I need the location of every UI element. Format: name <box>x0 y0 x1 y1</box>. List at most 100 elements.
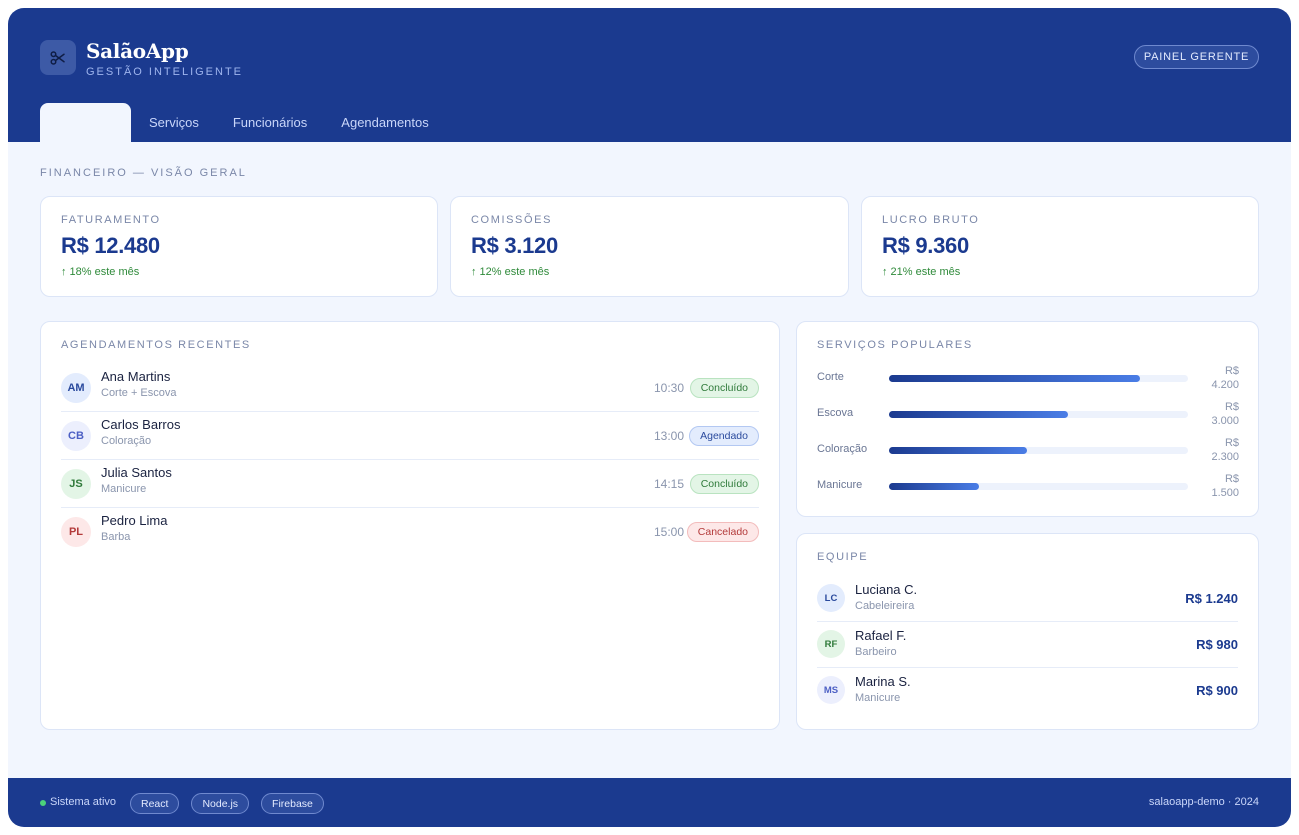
service-label: Escova <box>817 407 854 419</box>
status-badge: Agendado <box>689 426 759 446</box>
tech-stack: React Node.js Firebase <box>130 793 324 814</box>
service-bar-fill <box>889 411 1069 418</box>
service-bar-track <box>889 375 1188 382</box>
service-bar-row: Coloração R$ 2.300 <box>817 436 1239 466</box>
kpi-card-faturamento: FATURAMENTO R$ 12.480 ↑ 18% este mês <box>40 196 438 297</box>
kpi-delta: ↑ 21% este mês <box>882 266 961 278</box>
member-role: Cabeleireira <box>855 600 915 612</box>
member-role: Manicure <box>855 692 901 704</box>
team-list: LC Luciana C. Cabeleireira R$ 1.240 RF R… <box>817 576 1238 714</box>
member-commission: R$ 900 <box>1196 683 1238 698</box>
service-value: R$ 3.000 <box>1211 401 1239 427</box>
kpi-card-lucro-bruto: LUCRO BRUTO R$ 9.360 ↑ 21% este mês <box>861 196 1259 297</box>
kpi-label: FATURAMENTO <box>61 214 161 226</box>
service-bar-track <box>889 411 1188 418</box>
member-name: Luciana C. <box>855 582 918 597</box>
app-header: SalãoApp GESTÃO INTELIGENTE PAINEL GEREN… <box>8 8 1291 142</box>
service-name: Corte + Escova <box>101 387 177 399</box>
status-badge: Concluído <box>689 474 759 494</box>
service-value: R$ 4.200 <box>1211 365 1239 391</box>
kpi-label: LUCRO BRUTO <box>882 214 980 226</box>
service-bar-fill <box>889 447 1027 454</box>
avatar: LC <box>817 584 845 612</box>
client-name: Ana Martins <box>101 369 171 384</box>
scissors-icon <box>50 50 65 65</box>
service-bar-row: Corte R$ 4.200 <box>817 364 1239 394</box>
panel-title: EQUIPE <box>817 551 869 563</box>
section-title: FINANCEIRO — VISÃO GERAL <box>40 167 247 179</box>
footer-info: salaoapp-demo · 2024 <box>1148 796 1259 808</box>
appointment-time: 15:00 <box>653 525 684 539</box>
avatar: RF <box>817 630 845 658</box>
service-bar-fill <box>889 375 1141 382</box>
member-commission: R$ 1.240 <box>1185 591 1238 606</box>
status-badge: Cancelado <box>686 522 759 542</box>
system-status: Sistema ativo <box>50 796 117 808</box>
service-bar-track <box>889 483 1188 490</box>
panel-title: SERVIÇOS POPULARES <box>817 339 973 351</box>
kpi-value: R$ 3.120 <box>471 233 558 258</box>
kpi-delta: ↑ 18% este mês <box>61 266 140 278</box>
avatar: PL <box>61 517 91 547</box>
avatar: AM <box>61 373 91 403</box>
appointments-list: AM Ana Martins Corte + Escova 10:30 Conc… <box>61 364 759 556</box>
member-name: Marina S. <box>855 674 911 689</box>
tech-pill: React <box>130 793 180 814</box>
kpi-card-comissoes: COMISSÕES R$ 3.120 ↑ 12% este mês <box>450 196 849 297</box>
app-tagline: GESTÃO INTELIGENTE <box>86 66 244 78</box>
tab-servicos[interactable]: Serviços <box>149 115 199 130</box>
appointment-time: 14:15 <box>653 477 684 491</box>
tech-pill: Firebase <box>261 793 324 814</box>
appointment-row[interactable]: JS Julia Santos Manicure 14:15 Concluído <box>61 460 759 508</box>
service-name: Coloração <box>101 435 152 447</box>
status-badge: Concluído <box>689 378 759 398</box>
panel-title: AGENDAMENTOS RECENTES <box>61 339 251 351</box>
app-footer: Sistema ativo React Node.js Firebase sal… <box>8 778 1291 827</box>
kpi-value: R$ 9.360 <box>882 233 969 258</box>
recent-appointments-panel: AGENDAMENTOS RECENTES AM Ana Martins Cor… <box>40 321 780 730</box>
main-tabs: Relatórios Serviços Funcionários Agendam… <box>40 103 446 142</box>
service-label: Corte <box>817 371 844 383</box>
service-name: Manicure <box>101 483 147 495</box>
member-commission: R$ 980 <box>1196 637 1238 652</box>
team-member-row[interactable]: RF Rafael F. Barbeiro R$ 980 <box>817 622 1238 668</box>
appointment-row[interactable]: CB Carlos Barros Coloração 13:00 Agendad… <box>61 412 759 460</box>
popular-services-panel: SERVIÇOS POPULARES Corte R$ 4.200 Escova… <box>796 321 1259 517</box>
service-bar-row: Escova R$ 3.000 <box>817 400 1239 430</box>
avatar: MS <box>817 676 845 704</box>
kpi-label: COMISSÕES <box>471 214 553 226</box>
app-frame: SalãoApp GESTÃO INTELIGENTE PAINEL GEREN… <box>8 8 1291 827</box>
team-member-row[interactable]: LC Luciana C. Cabeleireira R$ 1.240 <box>817 576 1238 622</box>
tab-relatorios[interactable]: Relatórios <box>40 103 131 142</box>
tab-funcionarios[interactable]: Funcionários <box>232 115 308 130</box>
app-logo <box>40 40 76 75</box>
team-panel: EQUIPE LC Luciana C. Cabeleireira R$ 1.2… <box>796 533 1259 730</box>
service-label: Manicure <box>817 479 863 491</box>
client-name: Carlos Barros <box>101 417 181 432</box>
service-bar-track <box>889 447 1188 454</box>
appointment-row[interactable]: PL Pedro Lima Barba 15:00 Cancelado <box>61 508 759 556</box>
kpi-delta: ↑ 12% este mês <box>471 266 550 278</box>
client-name: Julia Santos <box>101 465 172 480</box>
appointment-time: 10:30 <box>653 381 684 395</box>
kpi-value: R$ 12.480 <box>61 233 160 258</box>
member-role: Barbeiro <box>855 646 897 658</box>
service-name: Barba <box>101 531 131 543</box>
tab-agendamentos[interactable]: Agendamentos <box>341 115 429 130</box>
avatar: CB <box>61 421 91 451</box>
client-name: Pedro Lima <box>101 513 168 528</box>
appointment-row[interactable]: AM Ana Martins Corte + Escova 10:30 Conc… <box>61 364 759 412</box>
tech-pill: Node.js <box>191 793 250 814</box>
service-label: Coloração <box>817 443 868 455</box>
service-value: R$ 1.500 <box>1211 473 1239 499</box>
avatar: JS <box>61 469 91 499</box>
team-member-row[interactable]: MS Marina S. Manicure R$ 900 <box>817 668 1238 714</box>
appointment-time: 13:00 <box>653 429 684 443</box>
service-bar-fill <box>889 483 979 490</box>
service-value: R$ 2.300 <box>1211 437 1239 463</box>
app-name: SalãoApp <box>86 39 189 63</box>
status-dot-icon <box>40 800 46 806</box>
role-badge[interactable]: PAINEL GERENTE <box>1134 45 1259 69</box>
service-bar-row: Manicure R$ 1.500 <box>817 472 1239 502</box>
member-name: Rafael F. <box>855 628 907 643</box>
